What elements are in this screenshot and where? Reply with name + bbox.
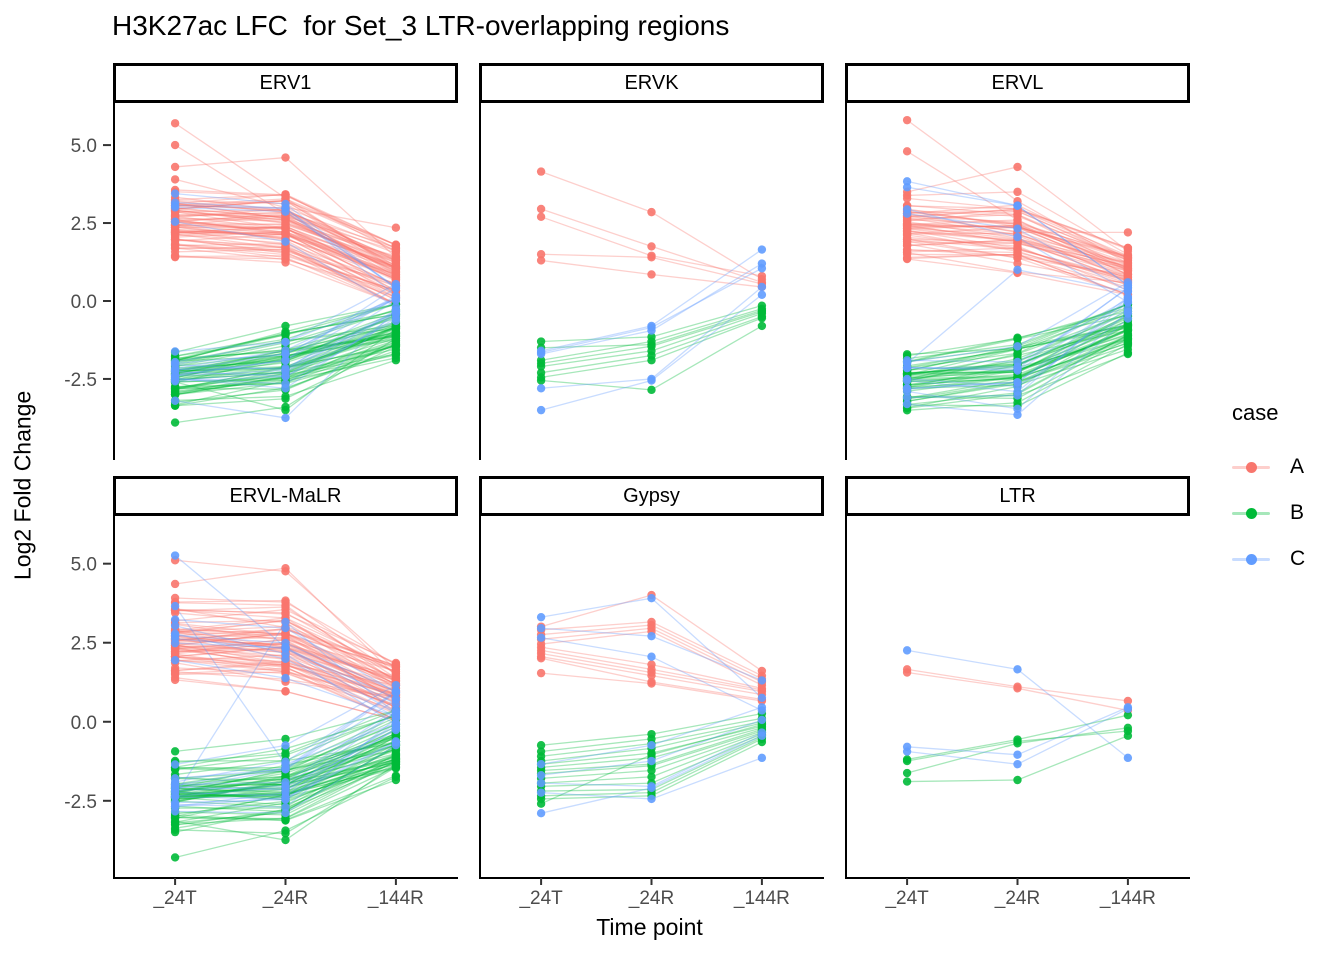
facet-strip: ERVL [845,63,1190,103]
facet-plot-svg [113,103,401,460]
legend: case A B C [1232,400,1342,590]
facet-panel: _24T _24R _144R [845,516,1190,910]
y-tick-label: 0.0 [71,713,97,734]
y-tick-label: 5.0 [71,136,97,157]
legend-point-icon [1246,508,1257,519]
facet-panel: _24T _24R _144R [479,516,824,910]
x-tick-label: _24R [262,888,308,909]
legend-title: case [1232,400,1279,425]
legend-point-icon [1246,462,1257,473]
facet-strip: Gypsy [479,476,824,516]
facet-gypsy: Gypsy _24T _24R _144R [479,476,824,910]
facet-panel [845,103,1190,460]
facet-ervl-malr: ERVL-MaLR _24T _24R _144R [113,476,458,910]
legend-label: A [1290,455,1305,478]
y-tick-label: -2.5 [64,370,97,391]
legend-point-icon [1246,554,1257,565]
y-tick-label: 0.0 [71,292,97,313]
legend-entry-a: A [1232,452,1342,482]
legend-label: B [1290,501,1305,524]
y-tick-label: 2.5 [71,634,97,655]
facet-strip: LTR [845,476,1190,516]
facet-strip: ERVL-MaLR [113,476,458,516]
x-tick-label: _24T [884,888,929,909]
facet-plot-svg: _24T _24R _144R [113,516,458,909]
facet-plot-svg: _24T _24R _144R [845,516,1190,909]
legend-key [1232,461,1270,473]
facet-ltr: LTR _24T _24R _144R [845,476,1190,910]
facet-row-bottom: 5.0 2.5 0.0 -2.5 ERVL-MaLR _24T _24R _144R Gy… [0,476,1190,910]
x-tick-label: _24R [994,888,1040,909]
facet-erv1: ERV1 [113,63,458,465]
facet-ervl: ERVL [845,63,1190,465]
facet-strip: ERV1 [113,63,458,103]
legend-label: C [1290,547,1306,570]
legend-key [1232,553,1270,565]
facet-row-top: 5.0 2.5 0.0 -2.5 ERV1 ERVK ERVL [0,63,1190,465]
x-tick-label: _24T [518,888,563,909]
facet-ervk: ERVK [479,63,824,465]
facet-panel [479,103,824,460]
facet-strip: ERVK [479,63,824,103]
chart-title: H3K27ac LFC for Set_3 LTR-overlapping re… [112,10,730,41]
facet-plot-svg [479,103,767,460]
y-axis-row1: 5.0 2.5 0.0 -2.5 [0,103,111,465]
y-axis-svg: 5.0 2.5 0.0 -2.5 [64,555,111,813]
x-tick-label: _144R [367,888,424,909]
legend-key [1232,507,1270,519]
facet-grid: 5.0 2.5 0.0 -2.5 ERV1 ERVK ERVL 5.0 2.5 0.0 -2… [0,63,1190,941]
y-axis-row2: 5.0 2.5 0.0 -2.5 [0,521,111,910]
legend-entry-c: C [1232,544,1342,574]
x-tick-label: _24R [628,888,674,909]
facet-plot-svg: _24T _24R _144R [479,516,824,909]
x-tick-label: _144R [733,888,790,909]
y-axis-svg: 5.0 2.5 0.0 -2.5 [64,136,111,391]
y-tick-label: 5.0 [71,555,97,576]
y-tick-label: -2.5 [64,792,97,813]
legend-entry-b: B [1232,498,1342,528]
x-tick-label: _24T [152,888,197,909]
x-tick-label: _144R [1099,888,1156,909]
facet-panel [113,103,458,460]
x-axis-title: Time point [596,914,703,940]
y-tick-label: 2.5 [71,214,97,235]
facet-plot-svg [845,103,1133,460]
facet-panel: _24T _24R _144R [113,516,458,910]
